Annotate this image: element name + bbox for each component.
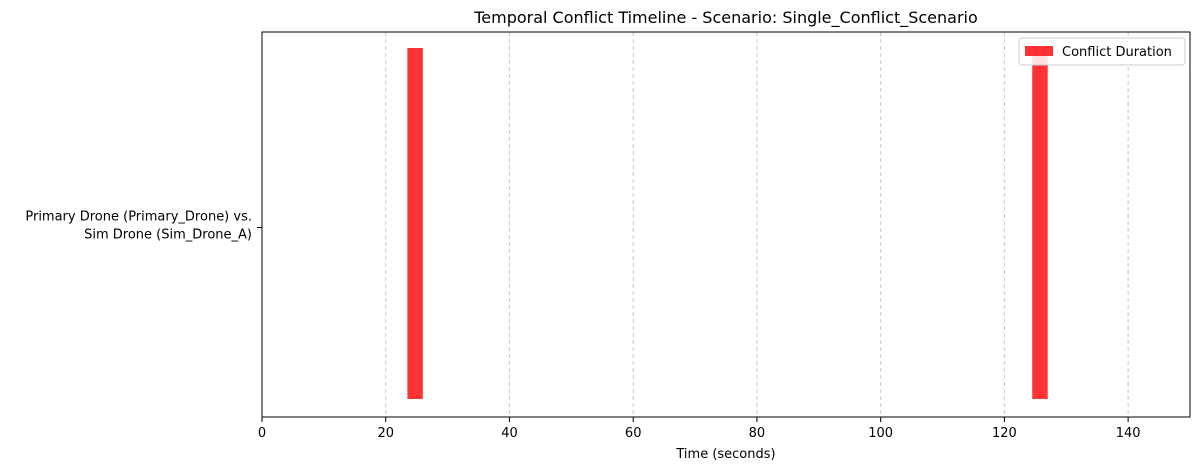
plot-area-frame xyxy=(261,31,1191,418)
y-tick-label-line-1: Primary Drone (Primary_Drone) vs. xyxy=(25,210,252,225)
x-tick-label-0: 0 xyxy=(258,426,266,441)
x-axis-ticks: 0 20 40 60 80 100 120 140 xyxy=(258,417,1141,441)
y-axis-ticks: Primary Drone (Primary_Drone) vs. Sim Dro… xyxy=(25,210,262,243)
x-tick-label-60: 60 xyxy=(625,426,642,441)
x-tick-label-80: 80 xyxy=(749,426,766,441)
x-tick-label-40: 40 xyxy=(501,426,518,441)
x-tick-label-140: 140 xyxy=(1116,426,1141,441)
x-tick-label-20: 20 xyxy=(377,426,394,441)
legend-swatch xyxy=(1025,46,1053,56)
x-axis-label: Time (seconds) xyxy=(675,447,775,462)
x-tick-label-100: 100 xyxy=(868,426,893,441)
legend-label: Conflict Duration xyxy=(1062,45,1172,60)
conflict-bars xyxy=(407,48,1048,399)
chart-title: Temporal Conflict Timeline - Scenario: S… xyxy=(473,8,978,28)
conflict-bar-1 xyxy=(407,48,423,399)
grid-lines xyxy=(385,32,1129,417)
y-tick-label-line-2: Sim Drone (Sim_Drone_A) xyxy=(84,228,252,243)
legend-box xyxy=(1018,37,1186,66)
legend: Conflict Duration xyxy=(1018,37,1186,66)
x-tick-label-120: 120 xyxy=(992,426,1017,441)
y-tick-label: Primary Drone (Primary_Drone) vs. Sim Dro… xyxy=(25,210,252,243)
conflict-bar-2 xyxy=(1032,48,1048,399)
